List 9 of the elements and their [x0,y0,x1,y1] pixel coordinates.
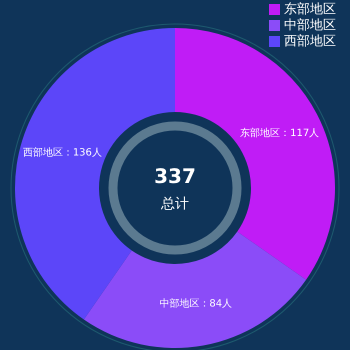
legend-label: 东部地区 [284,2,336,17]
donut-slice [84,232,306,348]
legend-label: 中部地区 [284,18,336,33]
data-label: 中部地区：84人 [159,298,232,310]
legend-label: 西部地区 [284,34,336,49]
data-label: 东部地区：117人 [240,127,320,139]
data-label: 西部地区：136人 [22,146,102,158]
text: 337 [154,164,196,188]
text: 总计 [160,196,189,212]
